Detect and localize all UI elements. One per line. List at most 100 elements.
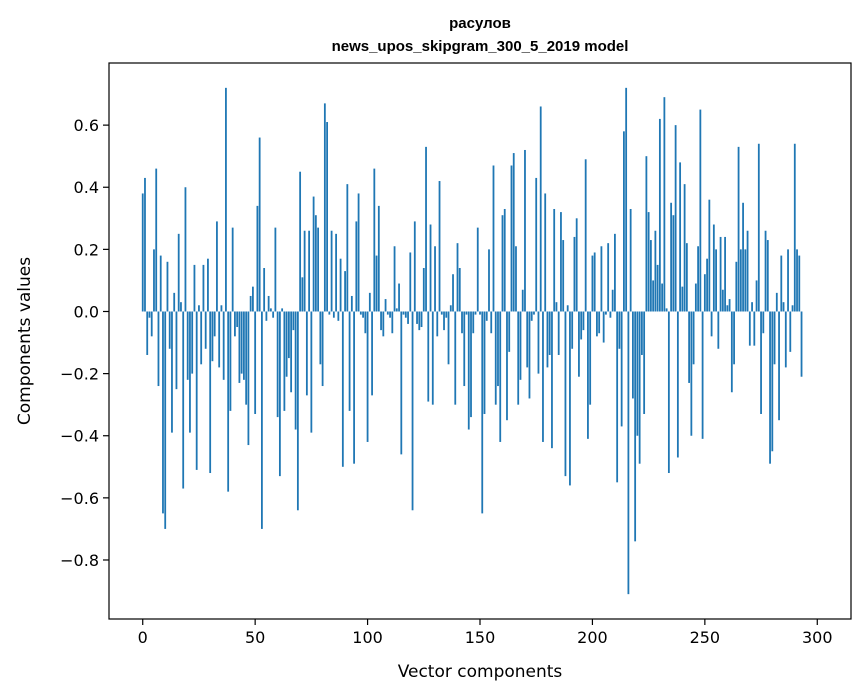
bar-44: [240, 311, 243, 374]
bar-275: [760, 311, 762, 414]
bar-43: [238, 311, 241, 383]
bar-206: [605, 311, 607, 315]
bar-273: [755, 280, 758, 312]
bar-77: [314, 215, 317, 312]
bar-58: [272, 311, 275, 318]
bar-291: [796, 249, 798, 312]
bar-61: [278, 311, 281, 477]
bar-224: [645, 156, 648, 312]
bar-105: [377, 205, 380, 312]
bar-107: [382, 311, 385, 337]
bar-164: [510, 165, 513, 312]
bar-135: [445, 311, 448, 318]
bar-167: [517, 311, 520, 405]
bar-57: [269, 308, 272, 312]
bar-42: [236, 311, 239, 328]
bar-246: [694, 283, 697, 312]
bar-229: [656, 264, 659, 312]
bar-193: [575, 218, 578, 312]
bar-280: [771, 311, 774, 452]
bar-89: [341, 311, 344, 467]
bar-261: [728, 299, 731, 312]
bar-152: [483, 311, 486, 414]
bar-12: [168, 311, 171, 349]
bar-146: [470, 311, 472, 418]
bar-128: [429, 224, 432, 312]
bar-102: [371, 311, 373, 396]
bar-68: [294, 311, 297, 430]
bar-126: [425, 146, 427, 312]
bar-171: [526, 311, 529, 368]
bar-28: [204, 311, 207, 349]
bar-16: [177, 233, 180, 312]
bar-151: [481, 311, 484, 514]
bar-60: [276, 311, 279, 418]
bar-22: [191, 311, 194, 374]
bar-140: [456, 243, 459, 312]
bar-157: [494, 311, 497, 405]
bar-87: [337, 311, 340, 321]
bar-149: [476, 227, 479, 312]
bar-73: [305, 311, 308, 396]
bar-112: [393, 246, 396, 312]
bar-70: [299, 171, 302, 312]
bar-168: [519, 311, 522, 380]
bar-262: [730, 311, 733, 393]
bar-103: [373, 168, 376, 312]
bar-33: [216, 221, 218, 312]
bar-249: [701, 311, 704, 439]
bar-7: [157, 311, 160, 387]
y-tick-label: 0.2: [74, 240, 99, 259]
bar-215: [625, 87, 628, 312]
bar-196: [582, 311, 585, 331]
bar-175: [535, 177, 538, 312]
bar-176: [537, 311, 540, 374]
x-tick-label: 200: [577, 628, 608, 647]
bar-272: [753, 311, 756, 346]
bar-147: [472, 311, 475, 334]
bar-143: [463, 311, 466, 387]
bar-182: [551, 311, 553, 449]
bar-200: [591, 255, 594, 312]
x-axis: 0 50 100 150 200 250 300: [138, 619, 833, 647]
bar-95: [355, 221, 358, 312]
bar-263: [733, 311, 735, 365]
bar-222: [640, 311, 643, 355]
bar-71: [301, 277, 304, 312]
bar-230: [658, 118, 661, 312]
bar-17: [180, 302, 182, 312]
bar-11: [166, 261, 169, 312]
y-tick-label: 0.6: [74, 116, 99, 135]
bar-267: [742, 202, 744, 312]
bar-245: [692, 311, 695, 365]
bar-26: [200, 311, 203, 365]
x-tick-label: 0: [138, 628, 148, 647]
bar-221: [638, 311, 641, 464]
y-tick-label: −0.2: [60, 365, 99, 384]
bar-1: [144, 177, 146, 312]
bar-204: [600, 246, 603, 312]
bar-23: [193, 264, 196, 312]
bar-144: [465, 311, 468, 315]
bar-203: [598, 311, 601, 334]
bar-252: [708, 199, 711, 312]
bar-195: [580, 311, 583, 340]
bar-269: [746, 230, 749, 312]
bar-163: [508, 311, 511, 352]
bar-257: [719, 236, 722, 312]
bar-25: [198, 305, 200, 312]
bar-226: [649, 240, 652, 312]
bar-270: [748, 311, 751, 346]
bar-136: [447, 311, 450, 365]
bar-0: [141, 193, 144, 312]
bar-85: [332, 311, 335, 318]
bar-211: [616, 311, 619, 483]
bar-118: [407, 311, 409, 324]
bar-282: [775, 292, 778, 312]
bar-121: [413, 221, 416, 312]
bar-205: [602, 311, 605, 343]
x-axis-label: Vector components: [398, 662, 563, 682]
bar-120: [411, 311, 414, 511]
bar-286: [784, 311, 787, 368]
bar-201: [593, 252, 596, 312]
